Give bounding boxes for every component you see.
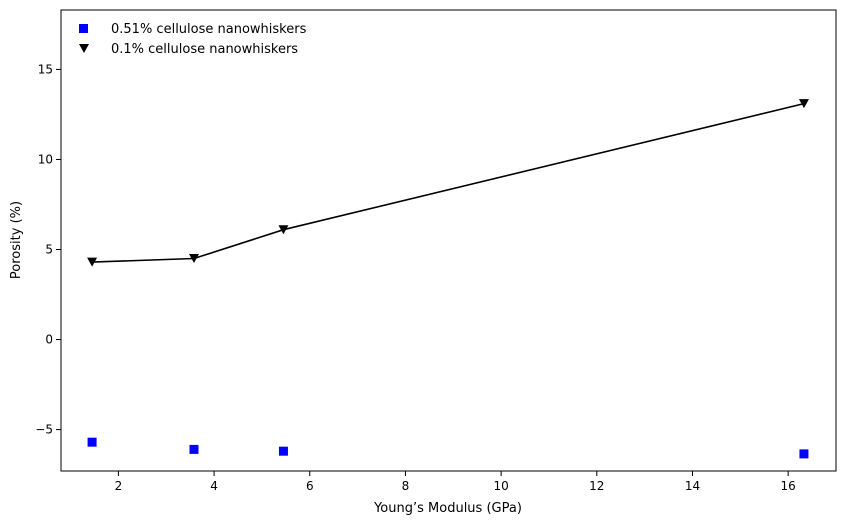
series-layer xyxy=(87,99,809,459)
y-tick-label: 0 xyxy=(45,333,53,347)
series-2-point xyxy=(278,225,289,235)
legend-label-series-1: 0.51% cellulose nanowhiskers xyxy=(111,22,307,37)
x-tick-label: 12 xyxy=(589,479,604,493)
y-tick-label: 10 xyxy=(38,152,53,166)
series-1-point xyxy=(278,446,288,456)
x-tick-label: 4 xyxy=(210,479,218,493)
legend: 0.51% cellulose nanowhiskers 0.1% cellul… xyxy=(79,22,307,57)
series-2-line xyxy=(92,102,805,263)
x-tick-label: 10 xyxy=(493,479,508,493)
x-tick-label: 14 xyxy=(685,479,700,493)
y-tick-label: 5 xyxy=(45,243,53,257)
y-tick-label: 15 xyxy=(38,62,53,76)
x-axis-label: Young’s Modulus (GPa) xyxy=(373,501,522,516)
series-1-point xyxy=(799,449,809,459)
y-axis: −5 0 5 10 15 xyxy=(35,62,61,437)
x-tick-label: 8 xyxy=(402,479,410,493)
legend-label-series-2: 0.1% cellulose nanowhiskers xyxy=(111,42,298,57)
series-2-point xyxy=(188,254,199,264)
legend-marker-square xyxy=(79,24,88,33)
y-axis-label: Porosity (%) xyxy=(9,201,24,279)
x-tick-label: 6 xyxy=(306,479,314,493)
y-tick-label: −5 xyxy=(35,423,53,437)
x-axis: 2 4 6 8 10 12 14 16 xyxy=(115,471,796,493)
legend-marker-triangle-down xyxy=(79,44,89,53)
series-1-point xyxy=(87,437,97,447)
x-tick-label: 16 xyxy=(781,479,796,493)
x-tick-label: 2 xyxy=(115,479,123,493)
series-2-point xyxy=(87,257,98,267)
series-1-point xyxy=(189,444,199,454)
series-2-point xyxy=(798,99,809,109)
plot-frame xyxy=(60,9,837,472)
